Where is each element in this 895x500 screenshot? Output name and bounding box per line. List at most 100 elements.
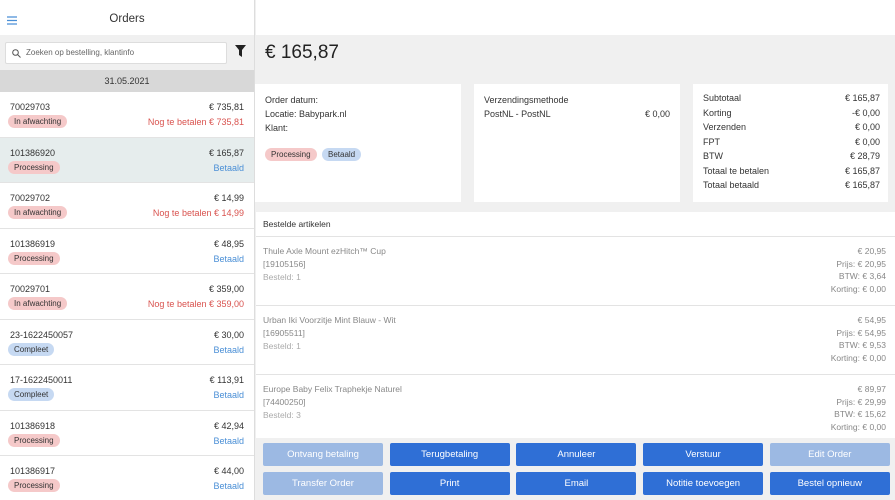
status-badge: Processing [8,433,60,447]
payment-status: Betaald [213,344,244,355]
item-sku: [74400250] [263,397,306,407]
order-amount: € 30,00 [213,329,244,340]
order-amount: € 113,91 [209,375,244,385]
payment-status: Betaald [213,162,244,173]
order-row[interactable]: 23-1622450057 € 30,00 Compleet Betaald [0,320,254,365]
item-tax: BTW: € 9,53 [838,340,886,350]
item-tax: BTW: € 15,62 [834,409,886,419]
status-badge: Compleet [8,388,55,401]
action-button: Edit Order [769,443,890,466]
search-input[interactable]: Zoeken op bestelling, klantinfo [5,42,227,64]
summary-value: € 28,79 [849,151,880,161]
items-panel: Bestelde artikelen Thule Axle Mount ezHi… [256,212,895,438]
order-id: 70029703 [10,102,51,112]
item-price: Prijs: € 20,95 [836,258,886,269]
status-badge: In afwachting [8,206,68,219]
action-button[interactable]: Bestel opnieuw [769,472,890,495]
order-id: 101386919 [10,238,56,249]
menu-icon[interactable] [7,16,17,25]
item-ordered: Besteld: 1 [263,272,301,282]
shipping-price: € 0,00 [644,109,670,119]
sidebar: Orders Zoeken op bestelling, klantinfo 3… [0,0,255,500]
order-row[interactable]: 70029701 € 359,00 In afwachting Nog te beta… [0,274,254,320]
action-button[interactable]: Email [516,472,637,495]
summary-value: € 165,87 [844,180,880,190]
item-total: € 54,95 [857,315,886,325]
action-button[interactable]: Annuleer [516,443,637,466]
shipping-title: Verzendingsmethode [484,95,569,105]
summary-label: Totaal betaald [703,180,760,190]
top-bar [256,0,895,35]
shipping-card: Verzendingsmethode PostNL - PostNL € 0,0… [474,84,680,202]
item-price: Prijs: € 29,99 [836,396,886,407]
item-name: Urban Iki Voorzitje Mint Blauw - Wit [263,315,396,325]
sidebar-title: Orders [109,13,145,25]
action-button: Transfer Order [263,472,383,495]
item-discount: Korting: € 0,00 [830,421,886,432]
order-row[interactable]: 101386919 € 48,95 Processing Betaald [0,229,254,274]
item-sku: [16905511] [263,328,305,338]
action-button[interactable]: Print [389,472,510,495]
status-badge: Processing [8,479,60,492]
filter-icon[interactable] [235,45,246,58]
order-amount: € 735,81 [208,102,244,112]
item-ordered: Besteld: 3 [263,410,301,420]
status-badge: Processing [265,148,317,161]
action-button: Ontvang betaling [263,443,383,466]
order-row[interactable]: 17-1622450011 € 113,91 Compleet Betaald [0,365,254,411]
order-amount: € 359,00 [208,284,244,294]
summary-label: Verzenden [703,122,747,132]
order-id: 17-1622450011 [10,375,73,385]
action-button[interactable]: Verstuur [643,443,764,466]
shipping-method: PostNL - PostNL [484,109,551,119]
summary-card: Subtotaal € 165,87 Korting -€ 0,00 Verzenden… [693,84,888,202]
order-id: 101386920 [10,147,56,158]
order-id: 70029702 [10,193,51,203]
item-total: € 89,97 [857,384,886,394]
item-name: Thule Axle Mount ezHitch™ Cup [263,246,386,256]
order-row[interactable]: 101386920 € 165,87 Processing Betaald [0,137,254,183]
order-row[interactable]: 101386917 € 44,00 Processing Betaald [0,456,254,500]
payment-status: Betaald [213,435,244,446]
summary-value: € 165,87 [844,165,880,176]
item-tax: BTW: € 3,64 [838,271,886,281]
summary-label: Subtotaal [703,93,742,103]
order-amount: € 42,94 [213,420,244,431]
summary-label: BTW [703,151,723,161]
payment-status: Nog te betalen € 14,99 [152,208,244,218]
order-amount: € 48,95 [213,238,244,249]
payment-status: Betaald [213,253,244,264]
summary-value: € 0,00 [854,136,880,147]
info-line: Locatie: Babypark.nl [265,109,347,119]
order-row[interactable]: 101386918 € 42,94 Processing Betaald [0,411,254,456]
info-line: Klant: [265,123,289,133]
order-total: € 165,87 [265,42,339,63]
search-placeholder: Zoeken op bestelling, klantinfo [26,48,135,57]
search-icon [12,49,21,58]
action-button[interactable]: Terugbetaling [389,443,510,466]
order-amount: € 165,87 [208,147,244,158]
summary-value: € 0,00 [854,122,880,132]
order-row[interactable]: 70029703 € 735,81 In afwachting Nog te beta… [0,92,254,138]
date-header: 31.05.2021 [0,70,254,92]
items-title: Bestelde artikelen [263,219,331,229]
status-badge: Processing [8,251,60,265]
item-discount: Korting: € 0,00 [830,352,886,363]
payment-status: Betaald [213,481,244,491]
status-badge: In afwachting [8,297,68,310]
payment-status: Nog te betalen € 359,00 [147,299,244,309]
item-price: Prijs: € 54,95 [836,327,886,338]
item-row: Europe Baby Felix Traphekje Naturel [7440… [256,374,895,443]
order-id: 101386917 [10,466,56,476]
info-line: Order datum: [265,95,319,105]
item-ordered: Besteld: 1 [263,341,301,351]
item-row: Thule Axle Mount ezHitch™ Cup [19105156] B… [256,236,895,305]
payment-status: Nog te betalen € 735,81 [147,117,244,127]
action-button[interactable]: Notitie toevoegen [643,472,764,495]
summary-value: -€ 0,00 [851,107,880,118]
order-row[interactable]: 70029702 € 14,99 In afwachting Nog te betal… [0,183,254,229]
item-total: € 20,95 [857,246,886,256]
status-badge: Compleet [8,342,55,356]
summary-label: Korting [703,107,732,118]
